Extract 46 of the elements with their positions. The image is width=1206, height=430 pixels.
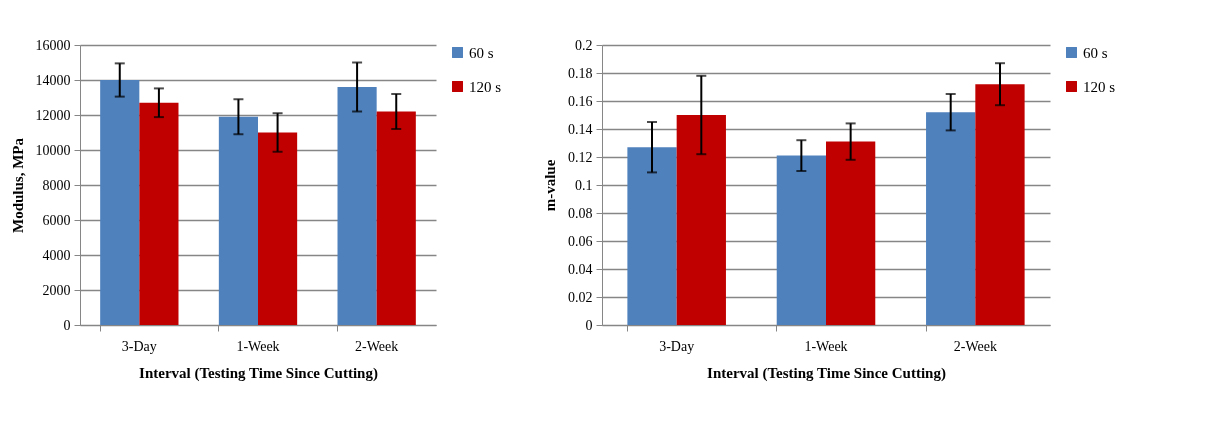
y-tick-label: 0.2 <box>575 37 593 53</box>
y-tick-label: 4000 <box>42 247 71 263</box>
legend-label: 120 s <box>1083 78 1116 95</box>
legend-label: 60 s <box>1083 44 1108 61</box>
y-tick-label: 0.04 <box>568 261 593 277</box>
y-tick-label: 6000 <box>42 212 71 228</box>
y-tick-label: 14000 <box>35 72 71 88</box>
x-tick-label: 2-Week <box>953 338 997 354</box>
legend-label: 120 s <box>469 78 502 95</box>
bar <box>100 80 140 325</box>
bar <box>376 111 416 325</box>
bar <box>776 155 826 325</box>
x-tick-label: 1-Week <box>236 338 280 354</box>
y-tick-label: 10000 <box>35 142 71 158</box>
y-tick-label: 0.18 <box>568 65 593 81</box>
x-tick-label: 3-Day <box>121 338 157 354</box>
y-tick-label: 0.02 <box>568 289 593 305</box>
y-tick-label: 16000 <box>35 37 71 53</box>
bar <box>926 112 976 325</box>
y-axis-title: m-value <box>542 159 558 212</box>
y-tick-label: 0.08 <box>568 205 593 221</box>
y-tick-label: 12000 <box>35 107 71 123</box>
bar <box>826 141 876 325</box>
y-tick-label: 0.14 <box>568 121 593 137</box>
bar <box>218 116 258 325</box>
y-axis-title: Modulus, MPa <box>9 137 26 234</box>
y-tick-label: 0 <box>63 317 71 333</box>
x-axis-title: Interval (Testing Time Since Cutting) <box>139 364 378 382</box>
bar <box>337 87 377 325</box>
y-tick-label: 2000 <box>42 282 71 298</box>
bar <box>627 147 677 325</box>
x-tick-label: 3-Day <box>659 338 695 354</box>
x-axis-title: Interval (Testing Time Since Cutting) <box>707 364 946 382</box>
x-tick-label: 2-Week <box>355 338 399 354</box>
y-tick-label: 0 <box>585 317 593 333</box>
y-tick-label: 8000 <box>42 177 71 193</box>
y-tick-label: 0.12 <box>568 149 593 165</box>
legend-label: 60 s <box>469 44 494 61</box>
bar <box>975 84 1025 325</box>
y-tick-label: 0.16 <box>568 93 593 109</box>
y-tick-label: 0.1 <box>575 177 593 193</box>
y-tick-label: 0.06 <box>568 233 593 249</box>
bar <box>258 132 298 325</box>
bar <box>139 102 179 325</box>
x-tick-label: 1-Week <box>804 338 848 354</box>
bar <box>676 115 726 325</box>
